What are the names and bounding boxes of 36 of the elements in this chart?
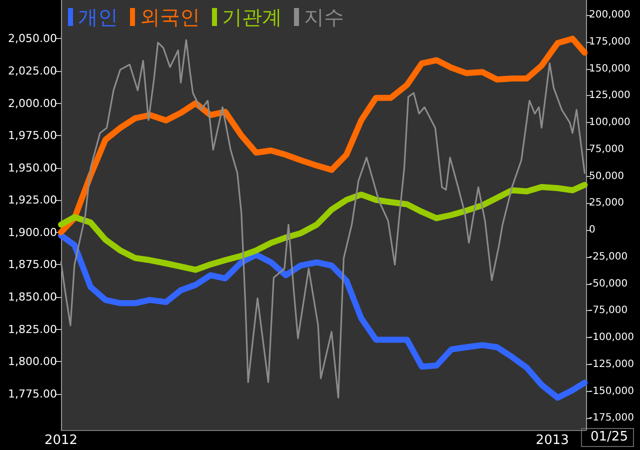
y-tick-label: 1,925.00 [8,194,57,207]
y-tick-label: 1,900.00 [8,226,57,239]
y2-tick-label: 0 [589,224,596,236]
y2-tick-label: -150,000 [589,386,634,397]
y2-tick-label: 175,000 [589,36,630,48]
y-tick-label: 2,000.00 [8,96,57,110]
legend-label: 기관계 [222,5,282,29]
y-tick-label: 2,025.00 [8,64,57,78]
y2-tick-label: -125,000 [589,358,634,370]
y-tick-label: 1,950.00 [8,161,57,174]
y2-tick-label: 25,000 [589,198,624,209]
y2-tick-label: -100,000 [589,332,634,344]
y2-tick-label: 200,000 [589,10,630,21]
y-tick-label: 1,875.00 [8,258,57,272]
x-tick-label: 2013 [536,433,569,448]
text: 01/25 [590,430,628,444]
legend-label: 지수 [304,5,344,29]
y2-tick-label: 125,000 [589,90,630,102]
line-series [60,39,586,399]
y-tick-label: 1,800.00 [8,355,57,368]
y-tick-label: 1,775.00 [8,387,57,400]
y2-tick-label: -25,000 [589,251,628,262]
legend-label: 외국인 [140,5,200,29]
y2-tick-label: 100,000 [589,117,630,128]
legend-label: 개인 [78,5,118,29]
y2-tick-label: -175,000 [589,412,634,424]
y2-tick-label: -75,000 [589,305,628,316]
y2-tick-label: 50,000 [589,170,624,182]
y-tick-label: 1,825.00 [8,322,57,336]
x-tick-label: 2012 [44,433,78,448]
y-tick-label: 2,050.00 [8,32,57,46]
y2-tick-label: 75,000 [589,144,624,155]
y2-tick-label: 150,000 [589,63,630,74]
y-tick-label: 1,975.00 [8,129,57,142]
y2-tick-label: -50,000 [589,278,628,290]
y-tick-label: 1,850.00 [8,290,57,304]
